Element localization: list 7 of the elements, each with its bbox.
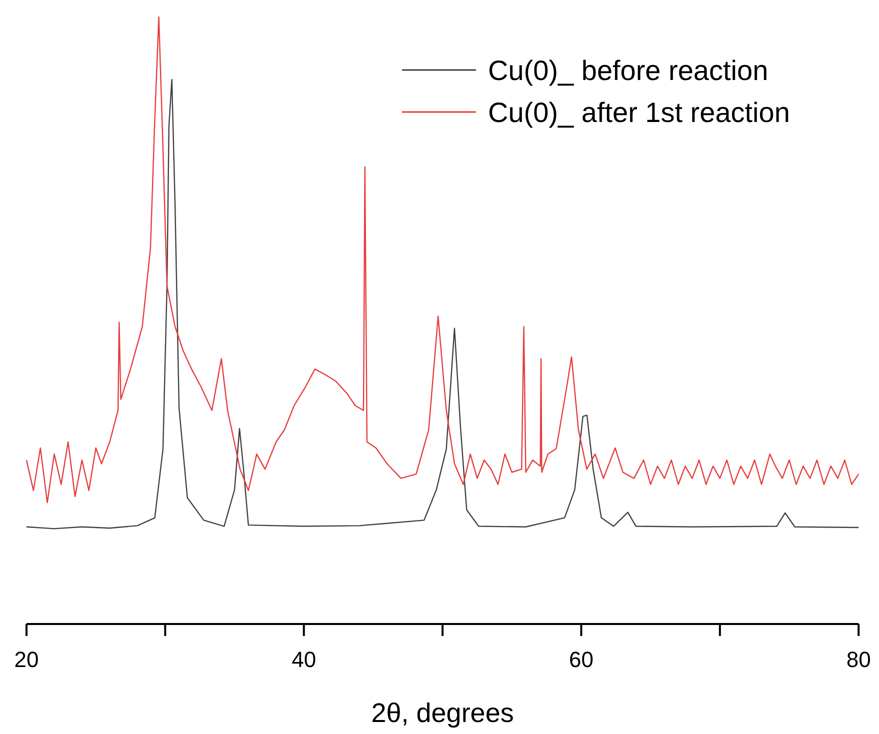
x-tick-label: 80 xyxy=(846,647,871,672)
x-tick-label: 20 xyxy=(14,647,39,672)
x-tick-label: 40 xyxy=(292,647,316,672)
legend-label: Cu(0)_ before reaction xyxy=(488,55,768,86)
x-axis-title: 2θ, degrees xyxy=(371,698,514,728)
legend-label: Cu(0)_ after 1st reaction xyxy=(488,97,790,128)
x-tick-label: 60 xyxy=(568,647,594,672)
